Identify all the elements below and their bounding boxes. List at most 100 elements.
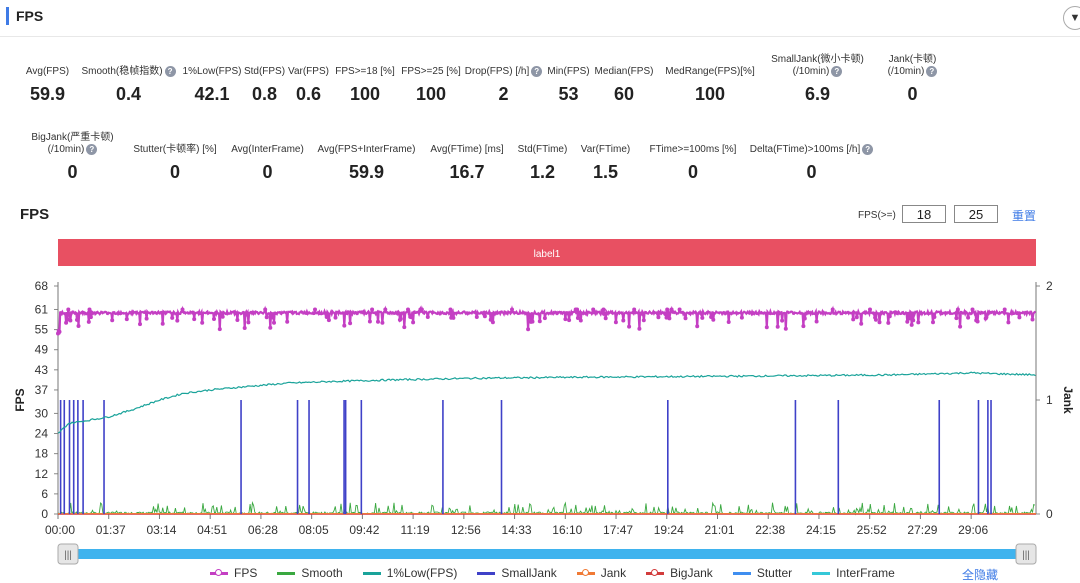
- stat-label: Avg(FPS): [25, 66, 70, 77]
- stat-label: Std(FTime): [517, 144, 568, 155]
- x-tick-label: 12:56: [451, 523, 481, 537]
- fps-point: [333, 315, 338, 320]
- zoom-handle-right[interactable]: [1015, 543, 1037, 565]
- legend-item-stutter[interactable]: Stutter: [732, 566, 792, 580]
- stat-r2-2: Avg(InterFrame) 0: [225, 130, 310, 183]
- stat-r1-1: Smooth(稳帧指数)? 0.4: [75, 52, 182, 105]
- zoom-range-bar: [68, 549, 1026, 559]
- help-icon[interactable]: ?: [164, 65, 176, 77]
- fps-point: [775, 324, 780, 329]
- legend-item-smalljank[interactable]: SmallJank: [477, 566, 557, 580]
- fps-point: [1017, 315, 1022, 320]
- legend-item-interframe[interactable]: InterFrame: [812, 566, 895, 580]
- collapse-toggle-icon[interactable]: ▼: [1063, 6, 1080, 30]
- fps-point: [851, 317, 856, 322]
- stat-label: Median(FPS): [594, 66, 654, 77]
- fps-point: [200, 320, 205, 325]
- stat-r1-8: Min(FPS) 53: [545, 52, 592, 105]
- fps-point: [64, 320, 69, 325]
- fps-point: [739, 315, 744, 320]
- series-low1: [57, 371, 1036, 434]
- x-tick-label: 06:28: [248, 523, 278, 537]
- stat-r2-1: Stutter(卡顿率) [%] 0: [125, 130, 225, 183]
- grip-icon: |||: [1022, 550, 1030, 561]
- legend-item-1-low-fps-[interactable]: 1%Low(FPS): [362, 566, 458, 580]
- legend-item-bigjank[interactable]: BigJank: [646, 566, 713, 580]
- fps-point: [124, 317, 129, 322]
- help-icon[interactable]: ?: [531, 65, 543, 77]
- fps-point: [411, 320, 416, 325]
- stat-r1-12: Jank(卡顿) (/10min)? 0: [871, 52, 954, 105]
- legend-item-smooth[interactable]: Smooth: [277, 566, 343, 580]
- zoom-handle-left[interactable]: [57, 543, 79, 565]
- x-tick-label: 16:10: [552, 523, 582, 537]
- hide-all-link[interactable]: 全隐藏: [962, 568, 999, 582]
- fps-point: [264, 315, 269, 320]
- fps-point: [677, 307, 682, 312]
- y-left-tick-label: 30: [35, 406, 49, 420]
- fps-threshold-input-1[interactable]: [902, 205, 946, 223]
- fps-point: [637, 326, 642, 331]
- fps-point: [220, 314, 225, 319]
- fps-point: [367, 319, 372, 324]
- legend-label: 1%Low(FPS): [386, 566, 458, 580]
- fps-point: [406, 307, 410, 312]
- stat-value: 0: [907, 84, 918, 104]
- fps-point: [641, 318, 646, 323]
- help-icon[interactable]: ?: [862, 143, 874, 155]
- y-left-tick-label: 43: [35, 363, 49, 377]
- fps-point: [801, 324, 806, 329]
- section-title: FPS: [6, 7, 43, 25]
- stat-label: Jank(卡顿) (/10min)?: [887, 53, 938, 77]
- fps-point: [272, 320, 276, 325]
- x-tick-label: 24:15: [806, 523, 836, 537]
- stat-value: 0: [262, 162, 273, 182]
- legend-item-jank[interactable]: Jank: [576, 566, 626, 580]
- fps-point: [665, 307, 670, 312]
- y-left-tick-label: 0: [41, 507, 48, 521]
- fps-point: [313, 307, 317, 312]
- fps-point: [235, 318, 240, 322]
- y-left-tick-label: 49: [35, 343, 49, 357]
- stat-label: Smooth(稳帧指数)?: [75, 52, 182, 78]
- fps-point: [970, 307, 975, 312]
- stat-value: 0.8: [251, 84, 278, 104]
- stat-label: Stutter(卡顿率) [%]: [133, 144, 217, 155]
- fps-point: [192, 317, 197, 322]
- fps-point: [954, 316, 959, 321]
- legend-item-fps[interactable]: FPS: [210, 566, 257, 580]
- y-left-tick-label: 37: [35, 383, 49, 397]
- stat-r2-0: BigJank(严重卡顿) (/10min)? 0: [20, 130, 125, 183]
- stat-r1-3: Std(FPS) 0.8: [242, 52, 287, 105]
- fps-point: [613, 320, 618, 325]
- fps-point: [175, 318, 180, 323]
- help-icon[interactable]: ?: [831, 65, 843, 77]
- fps-point: [87, 307, 92, 312]
- stat-value: 100: [415, 84, 447, 104]
- fps-point: [66, 307, 71, 312]
- fps-point: [160, 321, 165, 326]
- fps-point: [975, 319, 980, 324]
- fps-point: [621, 318, 626, 323]
- legend-label: Smooth: [301, 566, 343, 580]
- fps-point: [170, 315, 175, 320]
- x-tick-label: 04:51: [197, 523, 227, 537]
- fps-point: [1030, 317, 1035, 322]
- help-icon[interactable]: ?: [86, 143, 98, 155]
- help-icon[interactable]: ?: [926, 65, 938, 77]
- fps-point: [700, 315, 705, 320]
- fps-point: [907, 316, 912, 321]
- fps-point: [144, 316, 149, 321]
- fps-threshold-input-2[interactable]: [954, 205, 998, 223]
- x-tick-label: 29:06: [958, 523, 988, 537]
- stats-row-2: BigJank(严重卡顿) (/10min)? 0 Stutter(卡顿率) [%] 0…: [20, 130, 874, 183]
- x-tick-label: 11:19: [401, 523, 430, 537]
- fps-point: [575, 316, 580, 320]
- fps-point: [530, 319, 535, 324]
- stat-value: 100: [694, 84, 726, 104]
- stat-label: FTime>=100ms [%]: [649, 144, 737, 155]
- stat-value: 0: [67, 162, 78, 182]
- fps-point: [324, 315, 329, 319]
- reset-link[interactable]: 重置: [1012, 209, 1037, 223]
